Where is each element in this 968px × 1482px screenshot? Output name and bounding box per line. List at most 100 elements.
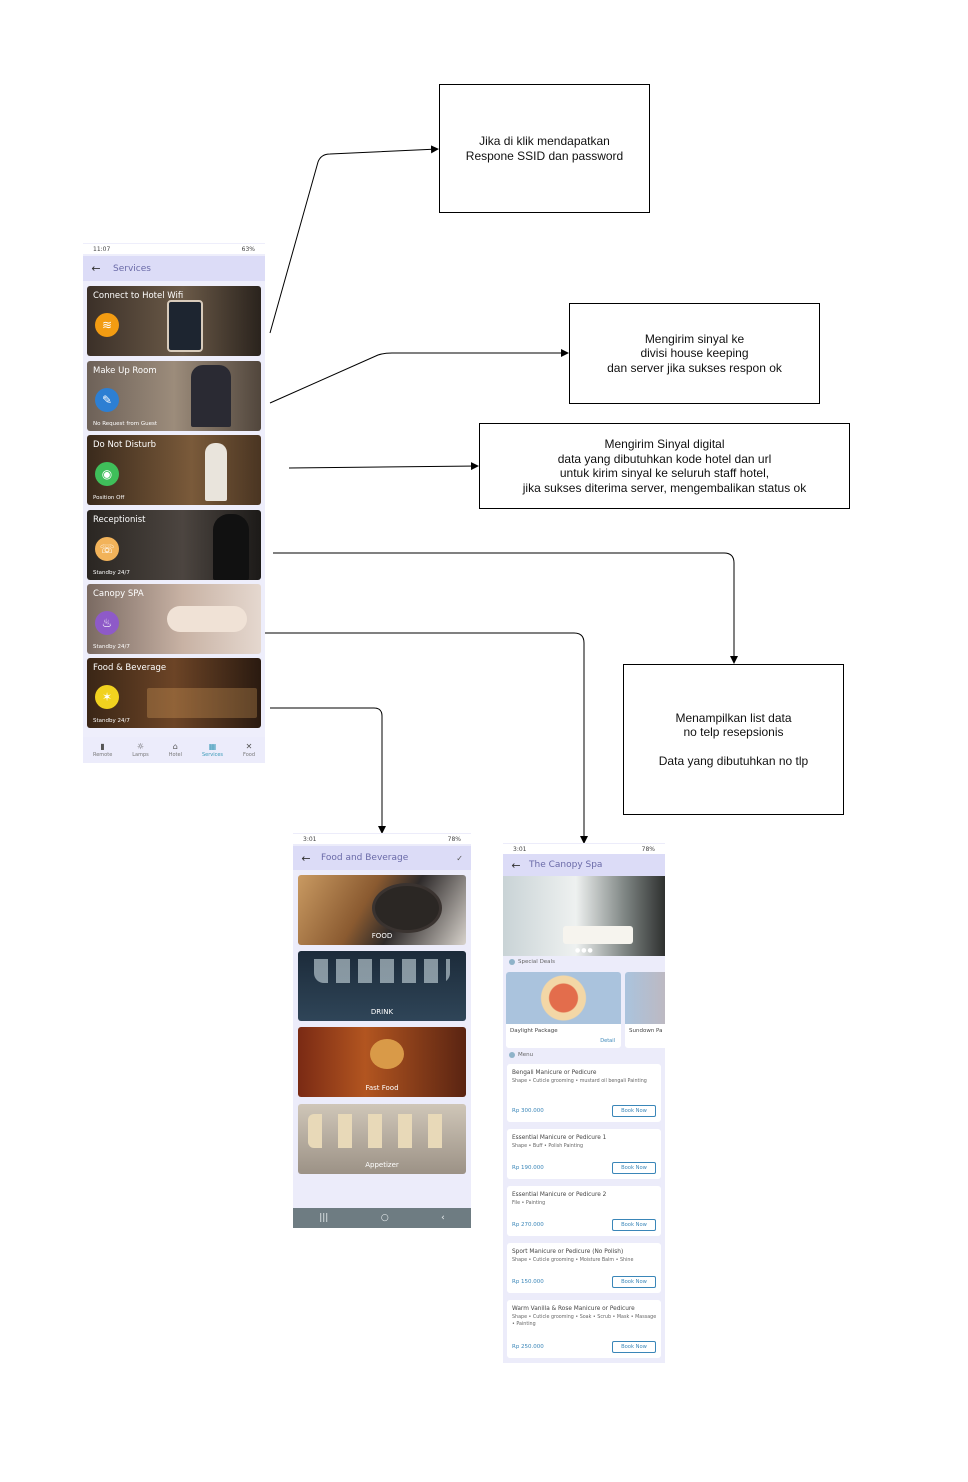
category-drink[interactable]: DRINK <box>298 951 466 1021</box>
nav-label: Services <box>201 752 224 758</box>
note-wifi: Jika di klik mendapatkan Respone SSID da… <box>439 84 650 213</box>
deal-detail-link[interactable]: Detail <box>600 1038 615 1044</box>
book-now-button[interactable]: Book Now <box>612 1105 656 1117</box>
note-housekeeping-line-3: dan server jika sukses respon ok <box>607 360 782 375</box>
note-housekeeping-line-1: Mengirim sinyal ke <box>644 331 745 346</box>
back-arrow-icon[interactable]: ← <box>91 262 101 275</box>
menu-item-price: Rp 300.000 <box>512 1108 544 1114</box>
services-appbar: ← Services <box>83 256 265 281</box>
status-battery: 78% <box>641 845 655 853</box>
recents-icon[interactable]: ||| <box>319 1213 329 1223</box>
book-now-button[interactable]: Book Now <box>612 1162 656 1174</box>
deal-name: Sundown Pa <box>629 1028 663 1034</box>
deal-name: Daylight Package <box>510 1028 558 1034</box>
menu-item-description: Shape • Cuticle grooming • mustard oil b… <box>512 1079 647 1084</box>
deal-bowl-image <box>506 972 621 1024</box>
nav-lamps[interactable]: ☼ Lamps <box>132 742 149 758</box>
menu-item-title: Bengali Manicure or Pedicure <box>512 1070 597 1076</box>
service-card-canopy-spa[interactable]: Canopy SPA ♨ Standby 24/7 <box>87 584 261 654</box>
food-icon: ✶ <box>95 685 119 709</box>
do-not-disturb-icon: ◉ <box>95 462 119 486</box>
category-fast-food[interactable]: Fast Food <box>298 1027 466 1097</box>
housekeeper-image <box>191 365 231 427</box>
arrow-dnd <box>288 462 479 471</box>
menu-item[interactable]: Essential Manicure or Pedicure 2 File • … <box>507 1186 661 1236</box>
arrow-spa <box>265 632 588 844</box>
page-title: Services <box>113 263 151 274</box>
deals-icon <box>509 959 515 965</box>
cart-icon[interactable]: ✓ <box>456 853 463 863</box>
hotel-icon: ⌂ <box>172 742 178 751</box>
menu-icon <box>509 1052 515 1058</box>
menu-item[interactable]: Warm Vanilla & Rose Manicure or Pedicure… <box>507 1300 661 1358</box>
spa-menu-section: Menu Bengali Manicure or Pedicure Shape … <box>503 1050 665 1363</box>
back-arrow-icon[interactable]: ← <box>511 858 521 872</box>
note-dnd: Mengirim Sinyal digital data yang dibutu… <box>479 423 850 509</box>
note-receptionist-line-1: Menampilkan list data <box>675 710 792 725</box>
services-screen: 11:07 63% ← Services Connect to Hotel Wi… <box>83 243 265 763</box>
status-battery: 78% <box>447 835 461 843</box>
service-card-status: No Request from Guest <box>93 421 158 427</box>
status-battery: 63% <box>241 245 255 253</box>
back-icon[interactable]: ‹ <box>441 1213 445 1223</box>
remote-icon: ▮ <box>100 742 105 751</box>
category-food[interactable]: FOOD <box>298 875 466 945</box>
status-time: 3:01 <box>303 835 317 843</box>
spa-icon: ♨ <box>95 611 119 635</box>
note-dnd-line-2: data yang dibutuhkan kode hotel dan url <box>557 451 772 466</box>
book-now-button[interactable]: Book Now <box>612 1341 656 1353</box>
system-navigation-bar: ||| ○ ‹ <box>293 1208 471 1228</box>
deal-card[interactable]: Sundown Pa <box>625 972 665 1048</box>
note-dnd-line-4: jika sukses diterima server, mengembalik… <box>522 480 807 495</box>
service-card-title: Connect to Hotel Wifi <box>93 291 184 301</box>
service-card-title: Do Not Disturb <box>93 440 156 450</box>
carousel-dots[interactable]: ●●● <box>575 947 594 954</box>
service-card-wifi[interactable]: Connect to Hotel Wifi ≋ <box>87 286 261 356</box>
category-label: Fast Food <box>365 1084 399 1092</box>
phone-hand-image <box>167 300 203 352</box>
special-deals-header: Special Deals <box>509 959 555 965</box>
nav-hotel[interactable]: ⌂ Hotel <box>169 742 182 758</box>
note-housekeeping: Mengirim sinyal ke divisi house keeping … <box>569 303 820 404</box>
spa-woman-image <box>167 606 247 632</box>
back-arrow-icon[interactable]: ← <box>301 851 311 865</box>
category-label: FOOD <box>371 932 393 940</box>
cocktail-glasses-image <box>314 959 450 983</box>
menu-item-price: Rp 270.000 <box>512 1222 544 1228</box>
section-label: Menu <box>518 1052 534 1058</box>
menu-item-description: Shape • Buff • Polish Painting <box>512 1144 584 1149</box>
nav-services[interactable]: ▦ Services <box>202 742 223 758</box>
service-card-status: Standby 24/7 <box>93 718 130 724</box>
book-now-button[interactable]: Book Now <box>612 1276 656 1288</box>
menu-item-description: Shape • Cuticle grooming • Soak • Scrub … <box>512 1315 657 1327</box>
deal-card[interactable]: Daylight Package Detail <box>506 972 621 1048</box>
service-card-status: Standby 24/7 <box>93 644 130 650</box>
service-card-food-beverage[interactable]: Food & Beverage ✶ Standby 24/7 <box>87 658 261 728</box>
category-label: DRINK <box>370 1008 394 1016</box>
nav-food[interactable]: ✕ Food <box>243 742 255 758</box>
menu-item[interactable]: Bengali Manicure or Pedicure Shape • Cut… <box>507 1064 661 1122</box>
service-card-make-up-room[interactable]: Make Up Room ✎ No Request from Guest <box>87 361 261 431</box>
nav-remote[interactable]: ▮ Remote <box>93 742 112 758</box>
food-plate-image <box>372 883 442 933</box>
menu-item-title: Essential Manicure or Pedicure 1 <box>512 1135 607 1141</box>
service-card-receptionist[interactable]: Receptionist ☏ Standby 24/7 <box>87 510 261 580</box>
arrow-receptionist <box>273 552 738 664</box>
spa-bed-image <box>563 926 633 944</box>
category-appetizer[interactable]: Appetizer <box>298 1104 466 1174</box>
service-card-title: Receptionist <box>93 515 146 525</box>
door-hanger-image <box>205 443 227 501</box>
note-receptionist-gap <box>659 740 808 755</box>
service-card-do-not-disturb[interactable]: Do Not Disturb ◉ Position Off <box>87 435 261 505</box>
nav-label: Hotel <box>168 752 182 758</box>
service-card-title: Make Up Room <box>93 366 157 376</box>
home-icon[interactable]: ○ <box>380 1213 389 1223</box>
spa-appbar: ← The Canopy Spa <box>503 854 665 876</box>
menu-item-price: Rp 190.000 <box>512 1165 544 1171</box>
menu-item[interactable]: Essential Manicure or Pedicure 1 Shape •… <box>507 1129 661 1179</box>
service-card-status: Standby 24/7 <box>93 570 130 576</box>
book-now-button[interactable]: Book Now <box>612 1219 656 1231</box>
menu-item-title: Sport Manicure or Pedicure (No Polish) <box>512 1249 624 1255</box>
menu-item[interactable]: Sport Manicure or Pedicure (No Polish) S… <box>507 1243 661 1293</box>
burger-image <box>370 1039 404 1069</box>
